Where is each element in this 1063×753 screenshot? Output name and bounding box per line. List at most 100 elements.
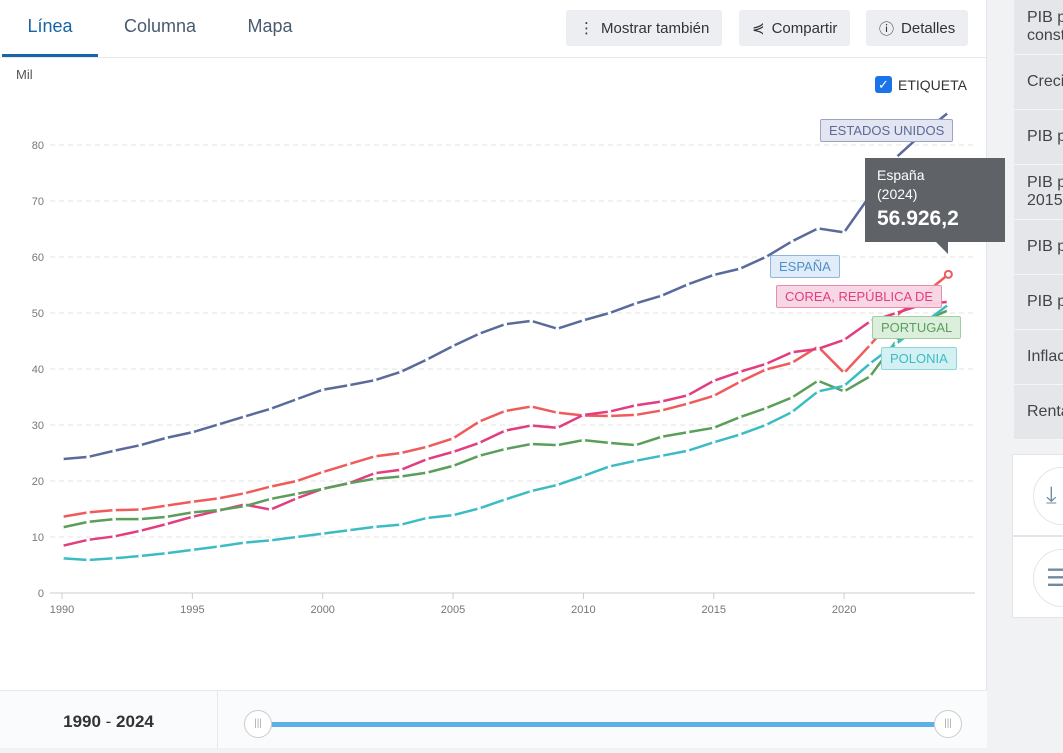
range-end-handle[interactable]: |||: [934, 710, 962, 738]
data-point: [112, 534, 116, 539]
sidebar-indicator[interactable]: Inflac: [1014, 330, 1063, 385]
y-tick-label: 50: [32, 308, 44, 320]
sidebar-indicator[interactable]: Creci: [1014, 55, 1063, 110]
data-point: [242, 491, 247, 496]
data-point: [477, 441, 481, 445]
data-point: [607, 311, 612, 315]
data-point: [399, 451, 403, 455]
highlighted-point: [943, 269, 953, 279]
data-point: [60, 525, 64, 530]
sidebar-indicator[interactable]: PIB p 2015: [1014, 165, 1063, 220]
data-point: [529, 404, 534, 409]
data-point: [373, 454, 377, 459]
data-point: [425, 516, 429, 520]
data-point: [60, 556, 64, 561]
data-point: [790, 239, 794, 244]
data-point: [633, 301, 638, 306]
y-tick-label: 0: [38, 588, 44, 600]
data-point: [320, 470, 325, 474]
data-point: [842, 230, 846, 235]
data-point: [529, 489, 534, 493]
data-point: [764, 423, 768, 427]
data-point: [216, 422, 221, 427]
data-point: [112, 556, 116, 561]
data-point: [764, 362, 768, 366]
sidebar-indicator[interactable]: PIB p: [1014, 220, 1063, 275]
sidebar-indicator[interactable]: PIB p: [1014, 110, 1063, 165]
data-point: [842, 389, 846, 394]
series-label-spain: ESPAÑA: [770, 255, 840, 278]
label-toggle[interactable]: ✓ ETIQUETA: [875, 76, 967, 93]
tab-map[interactable]: Mapa: [247, 16, 293, 36]
data-point: [738, 370, 742, 374]
data-point: [60, 544, 64, 548]
data-point: [294, 479, 299, 483]
data-point: [894, 342, 899, 346]
data-point: [764, 255, 768, 259]
data-point: [477, 506, 481, 511]
data-point: [711, 394, 716, 398]
data-point: [399, 474, 403, 479]
download-icon[interactable]: ⤓: [1033, 467, 1063, 525]
details-button[interactable]: ⓘ Detalles: [866, 10, 969, 46]
database-panel[interactable]: ☰: [1012, 536, 1063, 618]
sidebar-indicator[interactable]: PIB p: [1014, 275, 1063, 330]
data-point: [790, 361, 794, 365]
data-point: [216, 496, 221, 501]
data-point: [816, 378, 820, 383]
data-point: [764, 367, 768, 372]
data-point: [685, 448, 690, 453]
tooltip: España (2024) 56.926,2: [865, 158, 1005, 254]
data-point: [868, 319, 872, 324]
data-point: [764, 406, 768, 411]
data-point: [294, 492, 299, 496]
download-panel[interactable]: ⤓: [1012, 454, 1063, 536]
data-point: [477, 419, 481, 424]
data-point: [451, 344, 455, 348]
data-point: [607, 441, 612, 445]
checkbox-checked-icon[interactable]: ✓: [875, 76, 892, 93]
data-point: [555, 410, 560, 415]
data-point: [112, 448, 116, 453]
show-also-button[interactable]: ⋮ Mostrar también: [566, 10, 723, 46]
data-point: [86, 510, 90, 515]
data-point: [711, 273, 716, 277]
range-start: 1990: [63, 712, 101, 731]
data-point: [529, 442, 534, 446]
data-point: [138, 554, 143, 558]
tab-column[interactable]: Columna: [123, 16, 197, 36]
data-point: [633, 403, 638, 408]
sidebar-indicator[interactable]: PIB p const: [1014, 0, 1063, 55]
data-point: [607, 464, 612, 469]
sidebar-indicator[interactable]: Renta: [1014, 385, 1063, 440]
data-point: [399, 522, 403, 527]
data-point: [451, 450, 455, 454]
data-point: [790, 410, 794, 414]
x-tick-label: 2010: [571, 604, 595, 616]
data-point: [242, 414, 247, 419]
data-point: [659, 434, 664, 439]
data-point: [451, 513, 455, 517]
data-point: [503, 447, 507, 451]
database-icon[interactable]: ☰: [1033, 549, 1063, 607]
data-point: [477, 454, 481, 458]
data-point: [268, 484, 273, 489]
share-button[interactable]: ⋞ Compartir: [739, 10, 851, 46]
data-point: [86, 520, 90, 524]
tab-line[interactable]: Línea: [2, 0, 98, 57]
x-tick-label: 2000: [310, 604, 334, 616]
data-point: [659, 454, 664, 458]
data-point: [738, 432, 742, 437]
series-line-2: [61, 300, 949, 548]
data-point: [294, 535, 299, 539]
data-point: [373, 476, 377, 481]
range-start-handle[interactable]: |||: [244, 710, 272, 738]
data-point: [555, 443, 560, 447]
range-slider-track[interactable]: [258, 722, 948, 727]
data-point: [738, 415, 742, 419]
data-point: [190, 510, 195, 515]
data-point: [868, 343, 872, 347]
data-point: [581, 474, 586, 478]
data-point: [425, 357, 429, 362]
data-point: [164, 522, 169, 526]
